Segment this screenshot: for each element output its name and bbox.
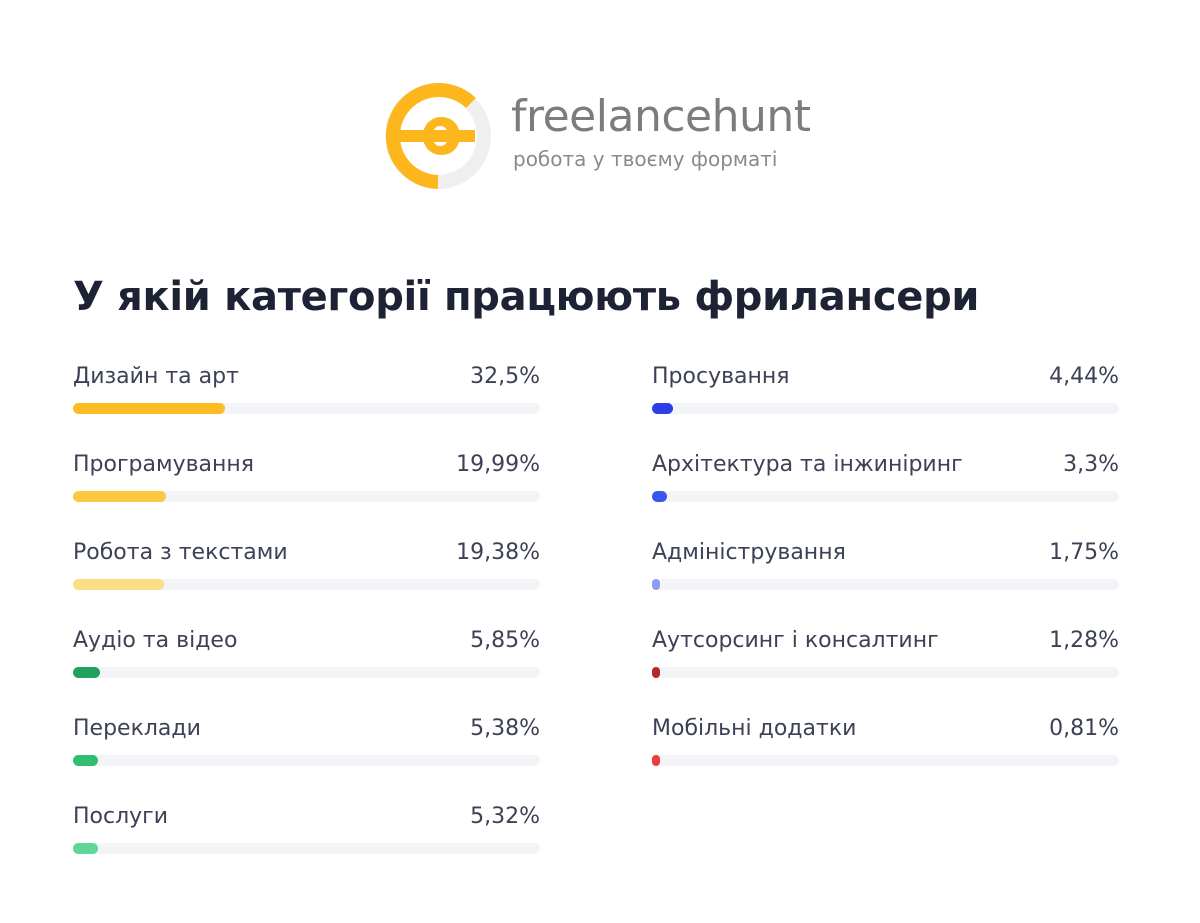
category-value-label: 5,38%: [470, 716, 540, 741]
bar-track: [73, 403, 540, 414]
category-row: Аутсорсинг і консалтинг 1,28%: [652, 624, 1119, 712]
category-value-label: 19,38%: [456, 540, 540, 565]
category-label: Переклади: [73, 716, 201, 741]
category-row-header: Дизайн та арт 32,5%: [73, 364, 540, 389]
category-label: Просування: [652, 364, 790, 389]
category-label: Послуги: [73, 804, 169, 829]
category-label: Аутсорсинг і консалтинг: [652, 628, 939, 653]
category-row-header: Послуги 5,32%: [73, 804, 540, 829]
category-column-left: Дизайн та арт 32,5% Програмування 19,99% Роб…: [73, 360, 540, 888]
bar-track: [652, 403, 1119, 414]
category-column-right: Просування 4,44% Архітектура та інжиніринг…: [652, 360, 1119, 800]
category-row: Адміністрування 1,75%: [652, 536, 1119, 624]
bar-track: [652, 755, 1119, 766]
bar-track: [73, 843, 540, 854]
category-label: Дизайн та арт: [73, 364, 239, 389]
bar-fill: [73, 579, 164, 590]
category-label: Робота з текстами: [73, 540, 288, 565]
category-row: Просування 4,44%: [652, 360, 1119, 448]
category-row: Дизайн та арт 32,5%: [73, 360, 540, 448]
category-label: Програмування: [73, 452, 255, 477]
bar-fill: [73, 755, 99, 766]
category-label: Адміністрування: [652, 540, 846, 565]
category-row: Програмування 19,99%: [73, 448, 540, 536]
brand-name: freelancehunt: [511, 91, 811, 142]
bar-fill: [652, 579, 661, 590]
brand-logo: freelancehunt робота у твоєму форматі: [383, 81, 823, 193]
bar-fill: [652, 667, 660, 678]
bar-fill: [652, 403, 673, 414]
category-row-header: Мобільні додатки 0,81%: [652, 716, 1119, 741]
bar-fill: [73, 403, 225, 414]
category-row-header: Аутсорсинг і консалтинг 1,28%: [652, 628, 1119, 653]
category-value-label: 3,3%: [1063, 452, 1119, 477]
category-label: Архітектура та інжиніринг: [652, 452, 963, 477]
brand-tagline: робота у твоєму форматі: [513, 147, 778, 171]
bar-fill: [73, 667, 101, 678]
category-value-label: 4,44%: [1049, 364, 1119, 389]
bar-track: [73, 579, 540, 590]
category-value-label: 5,85%: [470, 628, 540, 653]
category-row-header: Аудіо та відео 5,85%: [73, 628, 540, 653]
bar-fill: [73, 843, 98, 854]
category-row-header: Програмування 19,99%: [73, 452, 540, 477]
category-label: Аудіо та відео: [73, 628, 238, 653]
chart-title: У якій категорії працюють фрилансери: [73, 274, 980, 320]
bar-fill: [73, 491, 167, 502]
category-row-header: Просування 4,44%: [652, 364, 1119, 389]
bar-fill: [652, 491, 668, 502]
category-row-header: Переклади 5,38%: [73, 716, 540, 741]
category-row-header: Архітектура та інжиніринг 3,3%: [652, 452, 1119, 477]
bar-track: [73, 491, 540, 502]
category-label: Мобільні додатки: [652, 716, 857, 741]
bar-track: [652, 491, 1119, 502]
category-row: Аудіо та відео 5,85%: [73, 624, 540, 712]
bar-track: [73, 667, 540, 678]
category-value-label: 1,75%: [1049, 540, 1119, 565]
category-value-label: 0,81%: [1049, 716, 1119, 741]
category-row-header: Робота з текстами 19,38%: [73, 540, 540, 565]
category-row: Архітектура та інжиніринг 3,3%: [652, 448, 1119, 536]
bar-track: [652, 579, 1119, 590]
category-value-label: 32,5%: [470, 364, 540, 389]
category-row: Мобільні додатки 0,81%: [652, 712, 1119, 800]
category-value-label: 1,28%: [1049, 628, 1119, 653]
bar-fill: [652, 755, 660, 766]
bar-track: [73, 755, 540, 766]
category-row: Послуги 5,32%: [73, 800, 540, 888]
bar-track: [652, 667, 1119, 678]
category-row: Робота з текстами 19,38%: [73, 536, 540, 624]
category-row: Переклади 5,38%: [73, 712, 540, 800]
category-value-label: 19,99%: [456, 452, 540, 477]
category-value-label: 5,32%: [470, 804, 540, 829]
freelancehunt-logo-icon: [385, 83, 491, 189]
category-row-header: Адміністрування 1,75%: [652, 540, 1119, 565]
